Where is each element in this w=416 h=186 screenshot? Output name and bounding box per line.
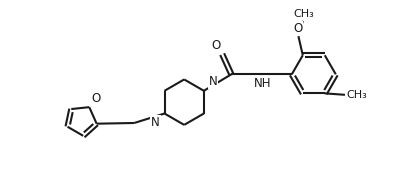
Text: O: O [92,92,101,105]
Text: CH₃: CH₃ [347,90,367,100]
Text: N: N [151,116,160,129]
Text: O: O [293,22,302,35]
Text: NH: NH [254,77,272,90]
Text: N: N [208,75,218,88]
Text: CH₃: CH₃ [293,9,314,19]
Text: O: O [211,39,220,52]
